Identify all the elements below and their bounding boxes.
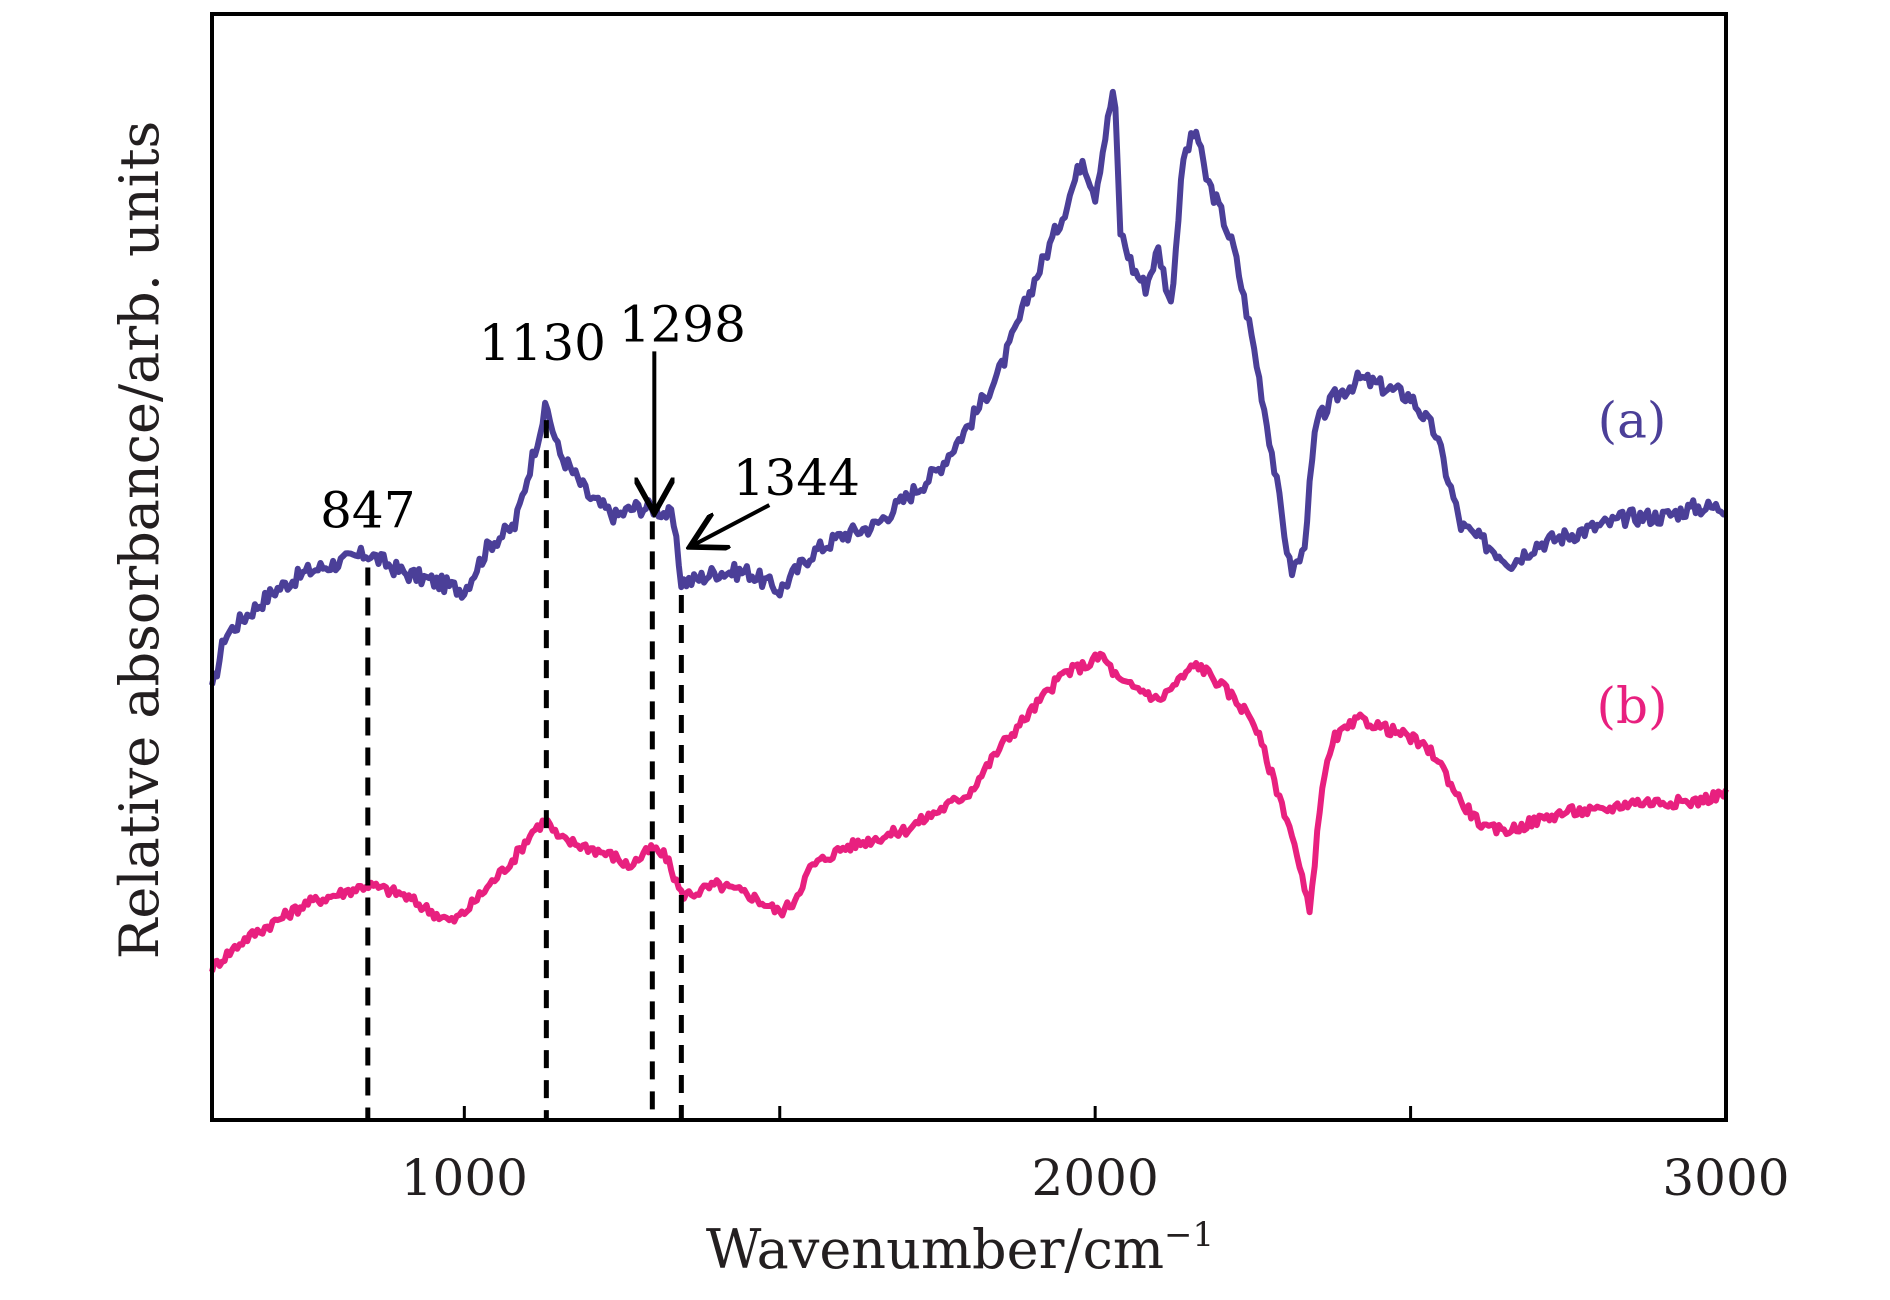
series-line-b <box>209 650 1729 973</box>
peak-label-1344: 1344 <box>733 449 860 507</box>
x-tick-label-3000: 3000 <box>1662 1149 1789 1207</box>
series-line-a <box>209 88 1727 686</box>
peak-annotations: 847 1130 1298 1344 <box>320 295 860 1120</box>
series-label-b: (b) <box>1596 677 1667 735</box>
plot-frame <box>210 12 1728 1122</box>
arrow-1344 <box>693 503 771 545</box>
plot-area: (a) (b) <box>209 88 1729 973</box>
x-tick-label-1000: 1000 <box>401 1149 528 1207</box>
x-axis-title: Wavenumber/cm−1 <box>706 1215 1214 1281</box>
x-tick-label-2000: 2000 <box>1032 1149 1159 1207</box>
x-axis-ticks <box>462 1106 1728 1120</box>
series-label-a: (a) <box>1598 391 1667 449</box>
x-axis-title-text: Wavenumber/cm <box>706 1218 1164 1281</box>
peak-label-1298: 1298 <box>619 295 746 353</box>
x-axis-tick-labels: 1000 2000 3000 <box>401 1149 1790 1207</box>
y-axis-title: Relative absorbance/arb. units <box>108 121 171 960</box>
peak-label-847: 847 <box>320 481 415 539</box>
peak-label-1130: 1130 <box>479 314 606 372</box>
x-axis-title-superscript: −1 <box>1164 1215 1214 1255</box>
